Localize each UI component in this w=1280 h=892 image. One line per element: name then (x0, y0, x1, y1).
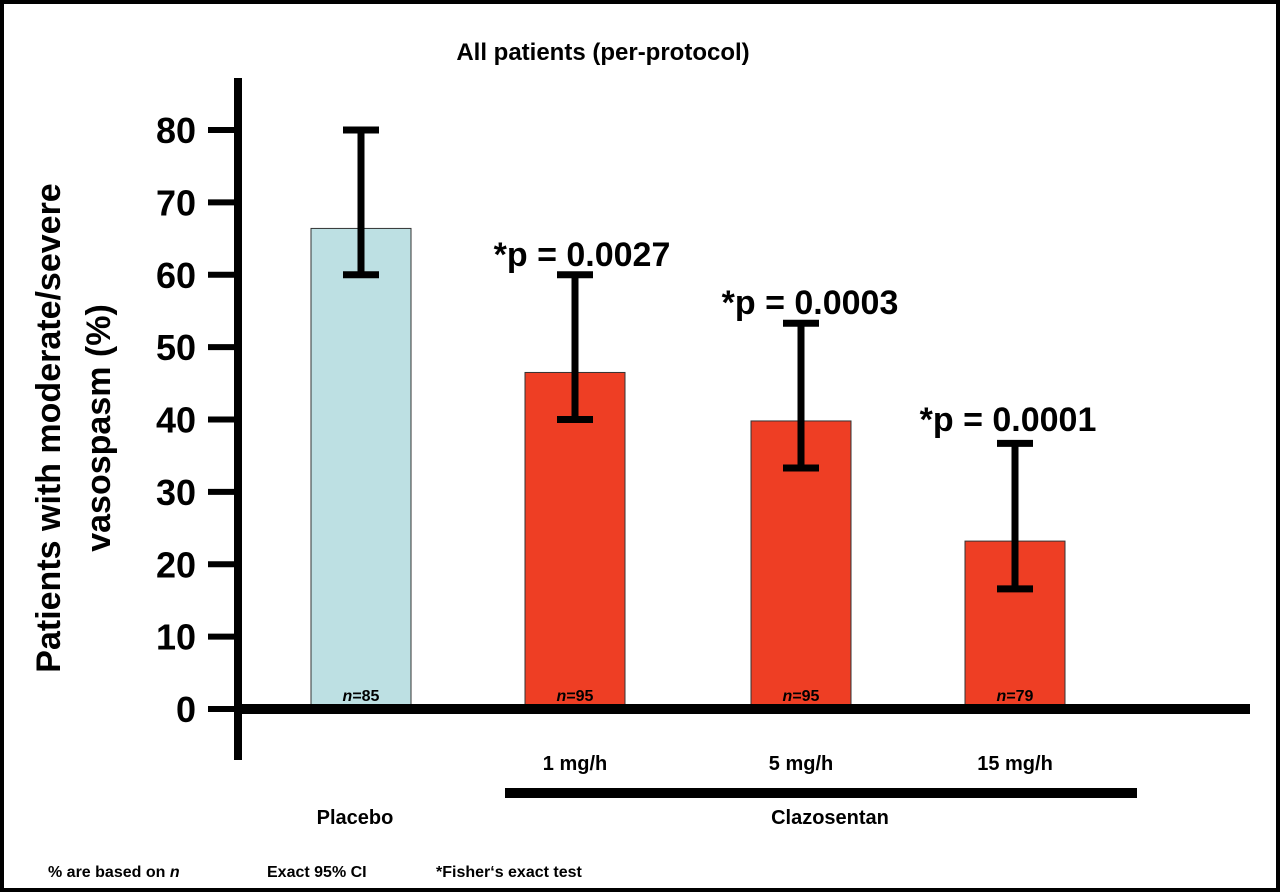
y-axis-label-line1: Patients with moderate/severe (30, 183, 68, 672)
chart-title: All patients (per-protocol) (456, 39, 749, 66)
footnote-n: % are based on n (48, 864, 180, 881)
y-tick-label-80: 80 (156, 110, 196, 151)
y-tick-label-30: 30 (156, 472, 196, 513)
bar-1 (524, 371, 626, 710)
footnote-ci: Exact 95% CI (267, 864, 367, 881)
n-label-3: n=79 (997, 688, 1034, 705)
clazosentan-group-bar (505, 788, 1137, 798)
n-label-2: n=95 (783, 688, 820, 705)
bar-0 (310, 227, 412, 710)
footnote-test: *Fisher‘s exact test (436, 864, 583, 881)
y-tick-label-40: 40 (156, 400, 196, 441)
chart-frame: All patients (per-protocol) Patients wit… (4, 4, 1276, 888)
y-axis-label-line2: vasospasm (%) (80, 304, 118, 552)
group-label-placebo: Placebo (317, 807, 394, 829)
y-tick-label-60: 60 (156, 255, 196, 296)
n-label-0: n=85 (343, 688, 380, 705)
x-tick-label-1: 1 mg/h (543, 753, 607, 775)
x-tick-label-3: 15 mg/h (977, 753, 1053, 775)
y-tick-label-50: 50 (156, 327, 196, 368)
p-value-label-15mg: *p = 0.0001 (920, 401, 1097, 439)
y-tick-label-10: 10 (156, 617, 196, 658)
x-tick-label-2: 5 mg/h (769, 753, 833, 775)
p-value-label-1mg: *p = 0.0027 (494, 236, 671, 274)
y-tick-label-0: 0 (176, 689, 196, 730)
p-value-label-5mg: *p = 0.0003 (722, 284, 899, 322)
n-label-1: n=95 (557, 688, 594, 705)
y-tick-label-70: 70 (156, 182, 196, 223)
bar-chart: All patients (per-protocol) Patients wit… (30, 39, 1250, 881)
group-label-clazosentan: Clazosentan (771, 807, 889, 829)
y-tick-label-20: 20 (156, 544, 196, 585)
